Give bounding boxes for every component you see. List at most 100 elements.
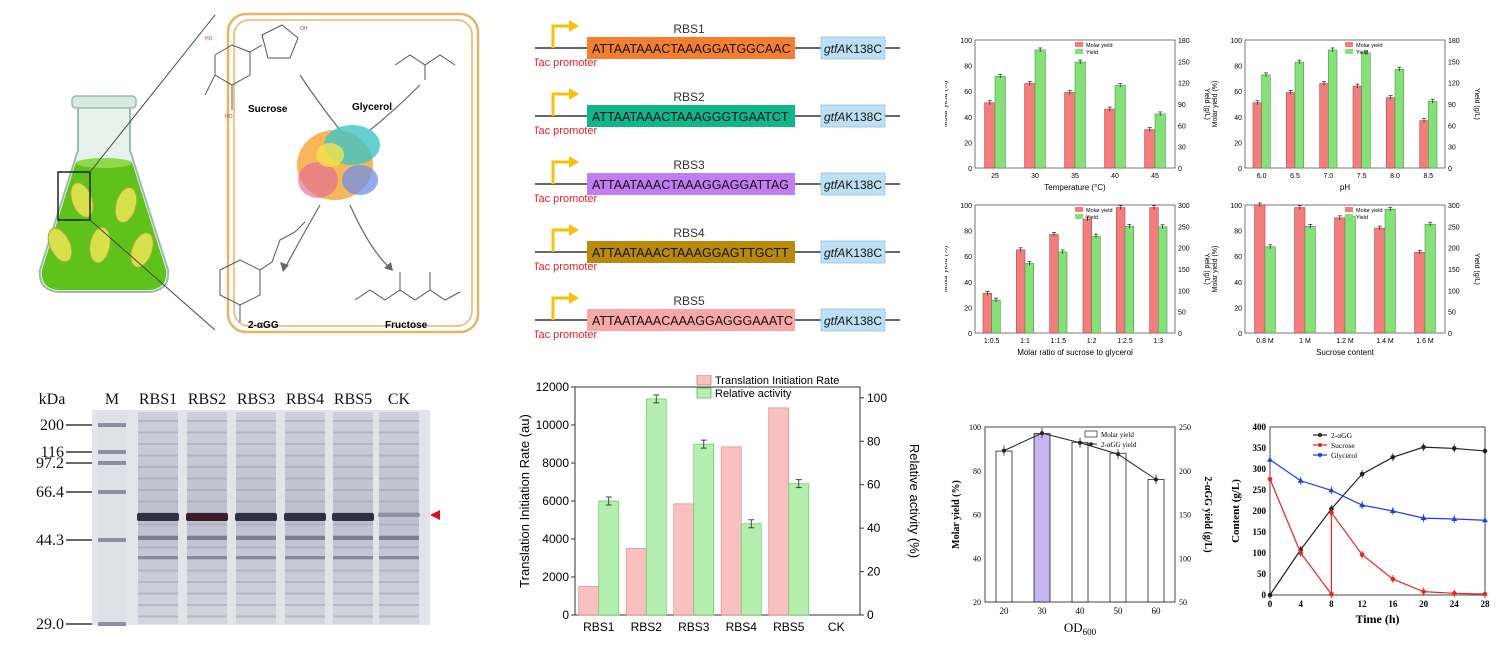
bar-yield bbox=[1294, 61, 1304, 169]
legend-label: Sucrose bbox=[1331, 441, 1355, 450]
bar-molar-yield bbox=[995, 450, 1013, 603]
y-tick-label: 50 bbox=[1257, 569, 1267, 579]
faint-band bbox=[333, 569, 373, 572]
bar-translation-rate bbox=[673, 503, 695, 616]
bar-yield bbox=[1344, 216, 1356, 334]
y-tick-label: 20 bbox=[964, 305, 972, 312]
band bbox=[187, 536, 227, 540]
promoter-arrow-icon bbox=[551, 24, 569, 48]
y-tick-label: 0 bbox=[968, 166, 972, 173]
y2-tick-label: 300 bbox=[1448, 203, 1460, 210]
y-axis-label: Molar yield (%) bbox=[945, 81, 949, 128]
legend-swatch bbox=[1084, 430, 1098, 438]
promoter-arrowhead-icon bbox=[569, 224, 579, 236]
faint-band bbox=[333, 604, 373, 606]
y-tick-label: 20 bbox=[973, 598, 981, 607]
faint-band bbox=[333, 523, 373, 526]
y-axis-label: Content (g/L) bbox=[1230, 479, 1242, 543]
bar-molar-yield bbox=[1147, 479, 1165, 603]
faint-band bbox=[187, 569, 227, 572]
x-tick-label: 1.6 M bbox=[1416, 338, 1434, 345]
rbs-box bbox=[587, 241, 795, 263]
y-tick-label: 80 bbox=[1234, 64, 1242, 71]
optimization-figure: 25 30 35 40 45 0 20 40 60 80 100 0 30 60 90 120 150 180 Te… bbox=[942, 38, 1480, 357]
bar-molar-yield bbox=[1024, 83, 1036, 169]
bar-translation-rate bbox=[578, 586, 600, 616]
svg-text:HO: HO bbox=[225, 114, 233, 120]
y-tick-label: 10000 bbox=[536, 418, 570, 432]
marker-size-label: 44.3 bbox=[36, 532, 64, 549]
promoter-label: Tac promoter bbox=[535, 261, 598, 273]
faint-band bbox=[333, 443, 373, 445]
faint-band bbox=[187, 581, 227, 583]
time-course-figure: 0 4 8 12 16 20 24 28 0 50 100 150 200 250 300 350 400 2-α… bbox=[1230, 422, 1490, 626]
construct-diagram: Tac promoter RBS1 ATTAATAAACTAAAGGATGGCAAC… bbox=[533, 20, 900, 341]
faint-band bbox=[236, 420, 276, 422]
faint-band bbox=[187, 500, 227, 503]
y-tick-label: 100 bbox=[1230, 203, 1242, 210]
y2-tick-label: 250 bbox=[1178, 224, 1190, 231]
faint-band bbox=[236, 615, 276, 618]
faint-band bbox=[187, 546, 227, 549]
rbs-sequence: ATTAATAAACTAAAGGAGTTGCTT bbox=[592, 246, 789, 260]
x-axis-label: OD600 bbox=[1064, 620, 1097, 637]
bar-molar-yield bbox=[1352, 85, 1362, 169]
faint-band bbox=[187, 615, 227, 618]
legend-swatch bbox=[1075, 49, 1083, 54]
y-tick-label: 20 bbox=[1234, 305, 1242, 312]
y-tick-label: 60 bbox=[1234, 254, 1242, 261]
bar-molar-yield bbox=[1049, 234, 1059, 334]
rbs-activity-figure: RBS1 RBS2 RBS3 RBS4 RBS5 CK 0 2000 4000 6000 8000 1… bbox=[517, 374, 922, 634]
promoter-arrowhead-icon bbox=[569, 292, 579, 304]
faint-band bbox=[285, 523, 325, 526]
bar-relative-activity bbox=[645, 398, 667, 616]
y-tick-label: 200 bbox=[1253, 506, 1267, 516]
y2-tick-label: 0 bbox=[1178, 331, 1182, 338]
target-protein-band bbox=[332, 513, 374, 521]
bar-molar-yield bbox=[1033, 433, 1051, 603]
legend-marker bbox=[1318, 443, 1322, 447]
y-tick-label: 150 bbox=[1253, 527, 1267, 537]
y2-tick-label: 300 bbox=[1178, 203, 1190, 210]
y2-axis-label: Yield (g/L) bbox=[1203, 253, 1210, 285]
target-protein-band bbox=[186, 513, 228, 521]
bar-yield bbox=[1361, 52, 1371, 169]
y-tick-label: 80 bbox=[964, 64, 972, 71]
y2-tick-label: 60 bbox=[1178, 123, 1186, 130]
legend-label: 2-αGG bbox=[1331, 431, 1353, 440]
faint-band bbox=[333, 546, 373, 549]
legend-swatch bbox=[1345, 42, 1353, 47]
sample-lane bbox=[379, 412, 419, 624]
y2-tick-label: 50 bbox=[1178, 310, 1186, 317]
x-tick-label: 0 bbox=[1268, 599, 1273, 609]
gene-label: gtfAK138C bbox=[824, 42, 882, 56]
bar-molar-yield bbox=[984, 102, 996, 169]
rbs-activity-chart: RBS1 RBS2 RBS3 RBS4 RBS5 CK 0 2000 4000 6000 8000 1… bbox=[515, 374, 925, 660]
faint-band bbox=[285, 592, 325, 595]
y2-tick-label: 200 bbox=[1448, 246, 1460, 253]
faint-band bbox=[285, 615, 325, 618]
bar-molar-yield bbox=[1252, 102, 1262, 169]
gene-box bbox=[820, 36, 886, 60]
y-tick-label: 0 bbox=[562, 608, 569, 622]
legend-swatch bbox=[1075, 42, 1083, 47]
y-tick-label: 80 bbox=[964, 229, 972, 236]
faint-band bbox=[379, 546, 419, 549]
bar-yield bbox=[991, 299, 1001, 334]
band bbox=[236, 556, 276, 559]
y-tick-label: 100 bbox=[960, 38, 972, 45]
legend-label: Molar yield bbox=[1356, 208, 1383, 214]
faint-band bbox=[333, 592, 373, 595]
y-tick-label: 40 bbox=[1234, 280, 1242, 287]
legend-marker bbox=[1089, 442, 1093, 446]
y2-tick-label: 200 bbox=[1179, 467, 1191, 476]
bar-yield bbox=[1384, 208, 1396, 334]
faint-band bbox=[138, 581, 178, 583]
gene-box bbox=[820, 104, 886, 128]
rbs-box bbox=[587, 105, 795, 127]
product-structure bbox=[219, 221, 306, 322]
faint-band bbox=[187, 454, 227, 457]
y2-tick-label: 200 bbox=[1178, 246, 1190, 253]
gene-label: gtfAK138C bbox=[824, 246, 882, 260]
y2-tick-label: 180 bbox=[1178, 38, 1190, 45]
